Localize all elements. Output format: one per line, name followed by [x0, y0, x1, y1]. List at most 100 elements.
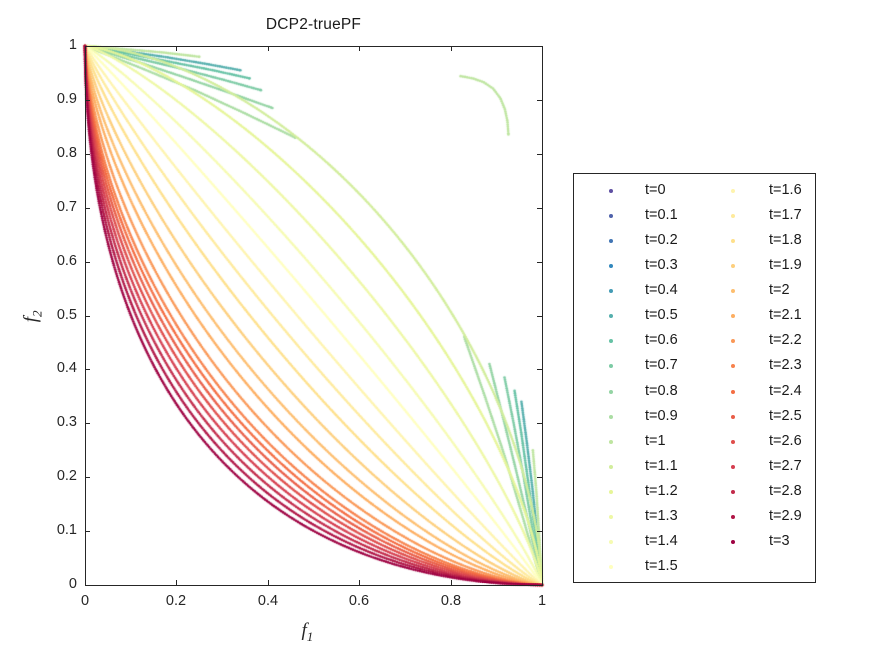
- legend-entry-label: t=2.8: [769, 482, 802, 499]
- legend-marker-dot: [609, 364, 613, 369]
- legend-entry-label: t=1.8: [769, 232, 802, 249]
- legend-marker-dot: [731, 489, 735, 494]
- legend-marker-dot: [609, 489, 613, 494]
- legend-entry-label: t=0.3: [645, 257, 678, 274]
- legend-marker-dot: [609, 214, 613, 219]
- legend-marker-dot: [731, 214, 735, 219]
- legend-entry: t=0.4: [574, 281, 814, 301]
- y-tick-mark-right: [537, 154, 542, 155]
- legend-entry: t=0.1: [574, 206, 814, 226]
- legend-entry-label: t=2.9: [769, 507, 802, 524]
- x-tick-mark-top: [268, 46, 269, 51]
- legend-marker-dot: [609, 289, 613, 294]
- legend-marker-dot: [731, 514, 735, 519]
- figure-title: DCP2-truePF: [265, 16, 362, 33]
- legend-entry-label: t=0.4: [645, 282, 678, 299]
- legend: t=0 t=0.1 t=0.2 t=0.3 t=0.4 t=0.5 t=0.6 t=0.7 t=…: [573, 173, 816, 583]
- legend-entry: t=2.9: [574, 507, 814, 527]
- legend-marker-dot: [731, 239, 735, 244]
- legend-marker-dot: [731, 289, 735, 294]
- y-tick-mark: [85, 423, 90, 424]
- y-tick-mark: [85, 585, 90, 586]
- legend-entry: t=1.7: [574, 206, 814, 226]
- legend-entry-label: t=3: [769, 532, 790, 549]
- y-tick-mark-right: [537, 316, 542, 317]
- legend-marker-dot: [609, 414, 613, 419]
- y-tick-label: 0.3: [56, 414, 77, 430]
- y-axis-label: f2: [21, 294, 46, 338]
- legend-entry-label: t=2.5: [769, 407, 802, 424]
- legend-marker-dot: [609, 539, 613, 544]
- legend-marker-dot: [731, 339, 735, 344]
- y-tick-mark: [85, 262, 90, 263]
- y-tick-label: 0.6: [56, 253, 77, 269]
- legend-entry-label: t=0.8: [645, 382, 678, 399]
- legend-entry: t=1.6: [574, 181, 814, 201]
- y-tick-label: 0.2: [56, 468, 77, 484]
- x-tick-label: 1: [537, 593, 547, 609]
- legend-entry-label: t=0.7: [645, 357, 678, 374]
- x-axis-label: f1: [302, 620, 314, 645]
- x-tick-mark: [542, 580, 543, 585]
- x-tick-label: 0: [80, 593, 90, 609]
- y-tick-label: 1: [68, 37, 77, 53]
- legend-entry-label: t=2.3: [769, 357, 802, 374]
- legend-entry-label: t=1.9: [769, 257, 802, 274]
- legend-entry-label: t=0.9: [645, 407, 678, 424]
- legend-entry-label: t=0: [645, 182, 666, 198]
- y-tick-mark: [85, 154, 90, 155]
- y-tick-mark: [85, 477, 90, 478]
- legend-entry: t=2.2: [574, 331, 814, 351]
- legend-entry: t=1.2: [574, 482, 814, 502]
- y-tick-mark-right: [537, 262, 542, 263]
- x-tick-mark: [451, 580, 452, 585]
- legend-entry: t=1: [574, 432, 814, 452]
- y-tick-label: 0.1: [56, 522, 77, 538]
- y-tick-mark-right: [537, 100, 542, 101]
- y-tick-mark-right: [537, 369, 542, 370]
- legend-entry: t=0.7: [574, 356, 814, 376]
- y-tick-mark: [85, 100, 90, 101]
- x-tick-label: 0.6: [348, 593, 370, 609]
- legend-marker-dot: [731, 414, 735, 419]
- y-tick-label: 0.5: [56, 307, 77, 323]
- y-tick-mark: [85, 316, 90, 317]
- legend-entry: t=0.5: [574, 306, 814, 326]
- y-tick-mark: [85, 369, 90, 370]
- x-tick-mark: [268, 580, 269, 585]
- legend-entry: t=2.6: [574, 432, 814, 452]
- legend-marker-dot: [731, 464, 735, 469]
- x-axis-label-base: f: [301, 620, 307, 641]
- legend-entry: t=2.3: [574, 356, 814, 376]
- legend-entry: t=1.4: [574, 532, 814, 552]
- y-tick-label: 0.7: [56, 199, 77, 215]
- legend-entry-label: t=0.5: [645, 307, 678, 324]
- legend-entry-label: t=0.6: [645, 332, 678, 349]
- legend-entry-label: t=1: [645, 432, 666, 449]
- plot-area-border: [85, 46, 543, 586]
- x-tick-mark-top: [85, 46, 86, 51]
- legend-entry-label: t=0.1: [645, 207, 678, 224]
- x-tick-mark: [359, 580, 360, 585]
- legend-marker-dot: [609, 565, 613, 570]
- x-tick-mark-top: [176, 46, 177, 51]
- y-tick-mark: [85, 46, 90, 47]
- legend-entry-label: t=0.2: [645, 232, 678, 249]
- y-tick-label: 0.8: [56, 145, 77, 161]
- legend-entry: t=1.8: [574, 231, 814, 251]
- x-tick-mark-top: [451, 46, 452, 51]
- x-tick-mark: [85, 580, 86, 585]
- legend-marker-dot: [731, 539, 735, 544]
- legend-entry: t=1.5: [574, 557, 814, 577]
- x-axis-label-subscript: 1: [306, 628, 314, 644]
- legend-entry: t=2.4: [574, 382, 814, 402]
- legend-marker-dot: [609, 189, 613, 193]
- legend-entry: t=0.3: [574, 256, 814, 276]
- legend-entry: t=3: [574, 532, 814, 552]
- y-tick-label: 0.4: [56, 360, 77, 376]
- x-tick-mark-top: [359, 46, 360, 51]
- y-tick-mark-right: [537, 208, 542, 209]
- y-tick-label: 0.9: [56, 91, 77, 107]
- legend-entry-label: t=1.6: [769, 182, 802, 198]
